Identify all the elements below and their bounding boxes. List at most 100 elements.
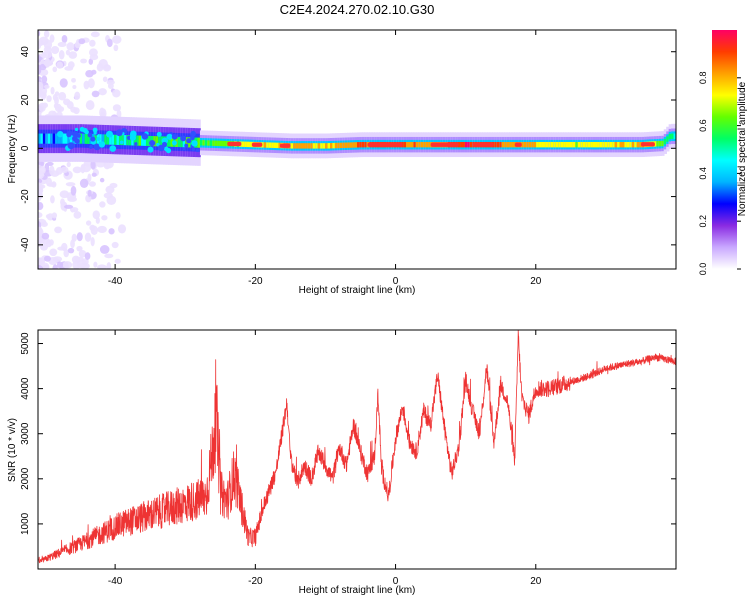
- band-core: [158, 136, 162, 147]
- band-core: [180, 137, 184, 148]
- band-core: [553, 141, 557, 148]
- noise-speck: [38, 86, 41, 92]
- noise-speck: [49, 239, 54, 246]
- band-blob: [57, 130, 64, 138]
- band-blob: [156, 142, 160, 147]
- noise-speck: [109, 182, 118, 189]
- band-blob: [147, 146, 154, 153]
- noise-speck: [46, 161, 54, 166]
- band-core: [575, 141, 579, 148]
- noise-speck: [40, 221, 48, 227]
- band-core: [415, 141, 420, 148]
- noise-speck: [67, 196, 78, 202]
- band-core: [271, 142, 275, 148]
- band-core: [315, 143, 319, 149]
- band-blob: [72, 135, 78, 142]
- band-core: [533, 141, 537, 148]
- band-core: [111, 134, 115, 145]
- noise-speck: [51, 212, 58, 219]
- band-blob: [156, 131, 162, 137]
- band-core: [568, 141, 572, 148]
- band-core: [246, 141, 250, 148]
- colorbar-tick-label: 0.4: [698, 167, 708, 180]
- band-core: [199, 140, 204, 146]
- band-core: [526, 141, 530, 148]
- snr-x-axis-label: Height of straight line (km): [299, 585, 416, 596]
- band-core: [585, 141, 589, 148]
- band-core: [666, 136, 670, 142]
- band-core: [612, 141, 616, 148]
- band-core: [330, 143, 334, 149]
- band-hotspot: [514, 142, 522, 147]
- noise-speck: [38, 265, 44, 269]
- noise-speck: [38, 56, 43, 61]
- noise-speck: [38, 237, 43, 243]
- band-core: [408, 141, 412, 148]
- figure-title: C2E4.2024.270.02.10.G30: [280, 2, 435, 17]
- noise-speck: [43, 30, 50, 38]
- band-core: [619, 141, 623, 148]
- band-blob: [191, 140, 198, 147]
- noise-speck: [38, 202, 44, 211]
- band-blob: [184, 143, 189, 148]
- noise-speck: [62, 261, 73, 269]
- band-core: [320, 143, 324, 149]
- noise-speck: [92, 210, 100, 220]
- y-tick-label: 3000: [20, 422, 31, 445]
- band-core: [653, 141, 658, 147]
- noise-speck: [49, 248, 58, 257]
- band-blob: [190, 135, 195, 141]
- band-hotspot: [472, 142, 494, 147]
- band-core: [128, 135, 133, 146]
- noise-speck: [88, 58, 94, 65]
- band-hotspot: [227, 141, 242, 147]
- band-core: [116, 134, 120, 145]
- band-core: [57, 133, 61, 144]
- band-core: [521, 141, 525, 148]
- noise-speck: [102, 76, 108, 83]
- noise-speck: [56, 261, 64, 269]
- band-blob: [76, 133, 81, 138]
- band-core: [548, 141, 552, 148]
- band-core: [303, 143, 307, 149]
- band-core: [560, 141, 564, 148]
- band-core: [224, 140, 228, 147]
- noise-speck: [89, 39, 96, 47]
- band-core: [563, 141, 567, 148]
- noise-speck: [44, 84, 50, 89]
- band-core: [50, 133, 54, 144]
- band-core: [352, 142, 356, 148]
- band-core: [143, 135, 147, 146]
- x-tick-label: -20: [248, 276, 263, 287]
- band-blob: [90, 136, 96, 142]
- band-core: [42, 133, 47, 144]
- band-core: [673, 133, 676, 139]
- noise-speck: [112, 89, 121, 98]
- band-core: [155, 136, 160, 147]
- band-core: [126, 135, 130, 146]
- noise-speck: [49, 34, 55, 43]
- noise-speck: [79, 262, 90, 269]
- noise-speck: [111, 241, 119, 249]
- band-core: [504, 141, 508, 148]
- band-core: [114, 134, 118, 145]
- band-core: [622, 141, 626, 148]
- noise-speck: [98, 58, 108, 69]
- band-core: [293, 143, 297, 149]
- band-blob: [161, 141, 168, 148]
- noise-speck: [44, 57, 51, 68]
- noise-speck: [97, 264, 107, 269]
- band-core: [364, 141, 368, 148]
- noise-speck: [57, 106, 65, 112]
- colorbar-gradient: [712, 30, 737, 269]
- band-core: [64, 133, 69, 144]
- noise-speck: [66, 42, 75, 51]
- noise-speck: [93, 261, 98, 268]
- band-core: [428, 141, 432, 148]
- band-core: [577, 141, 582, 148]
- band-core: [298, 143, 302, 149]
- noise-speck: [70, 207, 75, 213]
- noise-speck: [85, 69, 94, 78]
- band-blob: [171, 133, 178, 140]
